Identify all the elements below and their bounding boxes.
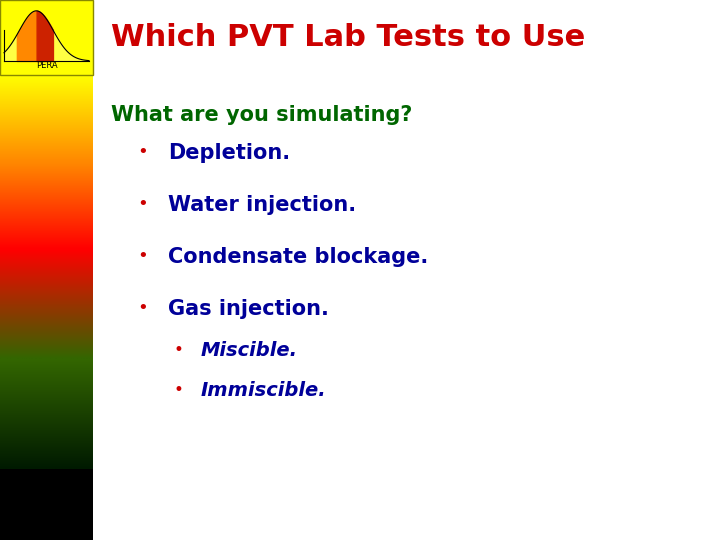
Text: Immiscible.: Immiscible. bbox=[201, 381, 327, 400]
Text: What are you simulating?: What are you simulating? bbox=[111, 105, 413, 125]
Text: Water injection.: Water injection. bbox=[168, 195, 356, 215]
Text: PERA: PERA bbox=[36, 61, 58, 70]
Text: Depletion.: Depletion. bbox=[168, 143, 290, 163]
Text: •: • bbox=[173, 381, 183, 399]
Text: Which PVT Lab Tests to Use: Which PVT Lab Tests to Use bbox=[111, 23, 585, 52]
Text: •: • bbox=[173, 341, 183, 359]
Text: Miscible.: Miscible. bbox=[201, 341, 298, 360]
Text: Condensate blockage.: Condensate blockage. bbox=[168, 247, 428, 267]
FancyBboxPatch shape bbox=[0, 0, 93, 75]
Text: Gas injection.: Gas injection. bbox=[168, 299, 329, 319]
Text: •: • bbox=[138, 195, 148, 213]
Text: •: • bbox=[138, 299, 148, 317]
Text: •: • bbox=[138, 247, 148, 265]
Text: •: • bbox=[138, 143, 148, 161]
